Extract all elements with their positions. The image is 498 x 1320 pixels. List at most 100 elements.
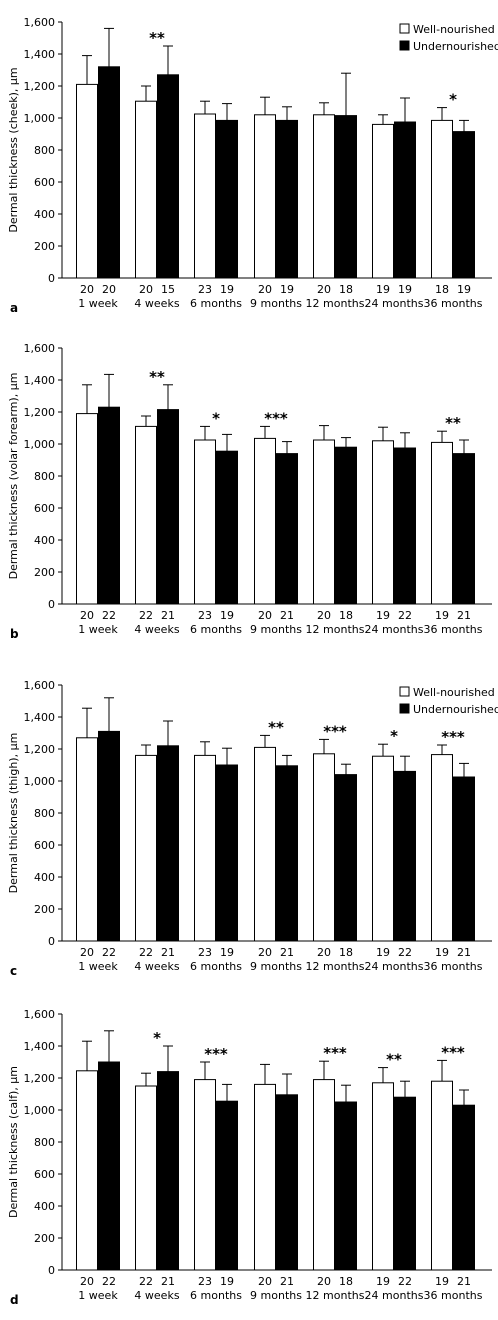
bar-undernourished bbox=[157, 409, 179, 605]
n-label-well-nourished: 23 bbox=[198, 283, 212, 296]
y-tick-label: 1,600 bbox=[24, 16, 56, 29]
bar-undernourished bbox=[335, 1101, 357, 1271]
bar-well-nourished bbox=[194, 1079, 216, 1271]
significance-marker: *** bbox=[441, 1043, 465, 1061]
significance-marker: *** bbox=[264, 409, 288, 427]
bar-well-nourished bbox=[254, 746, 276, 942]
bar-undernourished bbox=[276, 1094, 298, 1271]
n-label-undernourished: 15 bbox=[161, 283, 175, 296]
bar-well-nourished bbox=[313, 114, 335, 279]
bar-well-nourished bbox=[313, 439, 335, 605]
bar-undernourished bbox=[453, 131, 475, 279]
bar-undernourished bbox=[216, 764, 238, 942]
bar-undernourished bbox=[98, 1061, 120, 1271]
n-label-undernourished: 21 bbox=[280, 609, 294, 622]
y-tick-label: 1,000 bbox=[24, 112, 56, 125]
n-label-undernourished: 18 bbox=[339, 946, 353, 959]
bar-undernourished bbox=[453, 776, 475, 942]
category-label: 12 months bbox=[306, 297, 365, 310]
y-tick-label: 1,400 bbox=[24, 48, 56, 61]
n-label-undernourished: 22 bbox=[102, 609, 116, 622]
bar-undernourished bbox=[394, 447, 416, 605]
n-label-well-nourished: 20 bbox=[258, 946, 272, 959]
n-label-undernourished: 22 bbox=[398, 609, 412, 622]
significance-marker: *** bbox=[204, 1045, 228, 1063]
y-tick-label: 200 bbox=[34, 566, 55, 579]
bar-well-nourished bbox=[135, 100, 157, 279]
legend-label: Undernourished bbox=[413, 40, 498, 53]
bar-well-nourished bbox=[135, 425, 157, 605]
y-tick-label: 1,200 bbox=[24, 406, 56, 419]
n-label-well-nourished: 20 bbox=[258, 283, 272, 296]
n-label-well-nourished: 23 bbox=[198, 946, 212, 959]
bar-undernourished bbox=[98, 730, 120, 942]
bar-undernourished bbox=[216, 450, 238, 605]
y-tick-label: 1,400 bbox=[24, 711, 56, 724]
legend-swatch-undernourished bbox=[399, 40, 410, 51]
significance-marker: * bbox=[390, 727, 398, 745]
y-tick-label: 600 bbox=[34, 176, 55, 189]
significance-marker: *** bbox=[441, 728, 465, 746]
category-label: 6 months bbox=[190, 623, 242, 636]
significance-marker: ** bbox=[268, 718, 284, 736]
category-label: 6 months bbox=[190, 1289, 242, 1302]
bar-well-nourished bbox=[372, 1082, 394, 1271]
n-label-undernourished: 18 bbox=[339, 1275, 353, 1288]
n-label-undernourished: 21 bbox=[280, 946, 294, 959]
bar-well-nourished bbox=[431, 1080, 453, 1271]
n-label-undernourished: 19 bbox=[220, 283, 234, 296]
bar-undernourished bbox=[157, 745, 179, 942]
y-tick-label: 400 bbox=[34, 208, 55, 221]
y-tick-label: 0 bbox=[48, 1264, 55, 1277]
n-label-well-nourished: 20 bbox=[317, 1275, 331, 1288]
n-label-well-nourished: 19 bbox=[376, 946, 390, 959]
n-label-well-nourished: 22 bbox=[139, 609, 153, 622]
n-label-undernourished: 22 bbox=[398, 1275, 412, 1288]
significance-marker: ** bbox=[445, 414, 461, 432]
category-label: 36 months bbox=[424, 623, 483, 636]
legend-swatch-well-nourished bbox=[399, 23, 410, 34]
legend-label: Well-nourished bbox=[413, 686, 495, 699]
chart-panel-c: 0 200 400 600 800 1,000 1,200 1,400 1,600 Dermal … bbox=[7, 679, 498, 978]
category-label: 1 week bbox=[78, 623, 118, 636]
n-label-well-nourished: 20 bbox=[317, 609, 331, 622]
y-tick-label: 200 bbox=[34, 903, 55, 916]
category-label: 9 months bbox=[250, 1289, 302, 1302]
category-label: 4 weeks bbox=[134, 1289, 179, 1302]
n-label-undernourished: 21 bbox=[457, 946, 471, 959]
bar-undernourished bbox=[276, 119, 298, 279]
category-label: 24 months bbox=[365, 623, 424, 636]
n-label-well-nourished: 22 bbox=[139, 946, 153, 959]
y-axis-title: Dermal thickness (calf), µm bbox=[7, 1066, 20, 1218]
y-tick-label: 0 bbox=[48, 272, 55, 285]
n-label-well-nourished: 19 bbox=[435, 1275, 449, 1288]
bar-undernourished bbox=[394, 1096, 416, 1271]
n-label-well-nourished: 20 bbox=[258, 609, 272, 622]
y-tick-label: 400 bbox=[34, 871, 55, 884]
category-label: 4 weeks bbox=[134, 960, 179, 973]
y-tick-label: 1,600 bbox=[24, 679, 56, 692]
significance-marker: ** bbox=[149, 368, 165, 386]
n-label-undernourished: 20 bbox=[102, 283, 116, 296]
y-tick-label: 600 bbox=[34, 502, 55, 515]
bar-undernourished bbox=[216, 119, 238, 279]
panel-letter: d bbox=[10, 1293, 19, 1307]
legend-label: Undernourished bbox=[413, 703, 498, 716]
n-label-undernourished: 18 bbox=[339, 609, 353, 622]
bar-well-nourished bbox=[372, 123, 394, 279]
y-tick-label: 600 bbox=[34, 1168, 55, 1181]
category-label: 36 months bbox=[424, 297, 483, 310]
n-label-undernourished: 19 bbox=[457, 283, 471, 296]
y-tick-label: 1,200 bbox=[24, 80, 56, 93]
bar-well-nourished bbox=[254, 437, 276, 605]
n-label-undernourished: 21 bbox=[161, 1275, 175, 1288]
bar-undernourished bbox=[453, 453, 475, 605]
n-label-well-nourished: 20 bbox=[80, 283, 94, 296]
significance-marker: * bbox=[212, 409, 220, 427]
bar-undernourished bbox=[276, 765, 298, 942]
category-label: 12 months bbox=[306, 1289, 365, 1302]
bar-undernourished bbox=[276, 453, 298, 605]
bar-undernourished bbox=[216, 1100, 238, 1271]
y-tick-label: 800 bbox=[34, 144, 55, 157]
y-axis-title: Dermal thickness (volar forearm), µm bbox=[7, 373, 20, 580]
